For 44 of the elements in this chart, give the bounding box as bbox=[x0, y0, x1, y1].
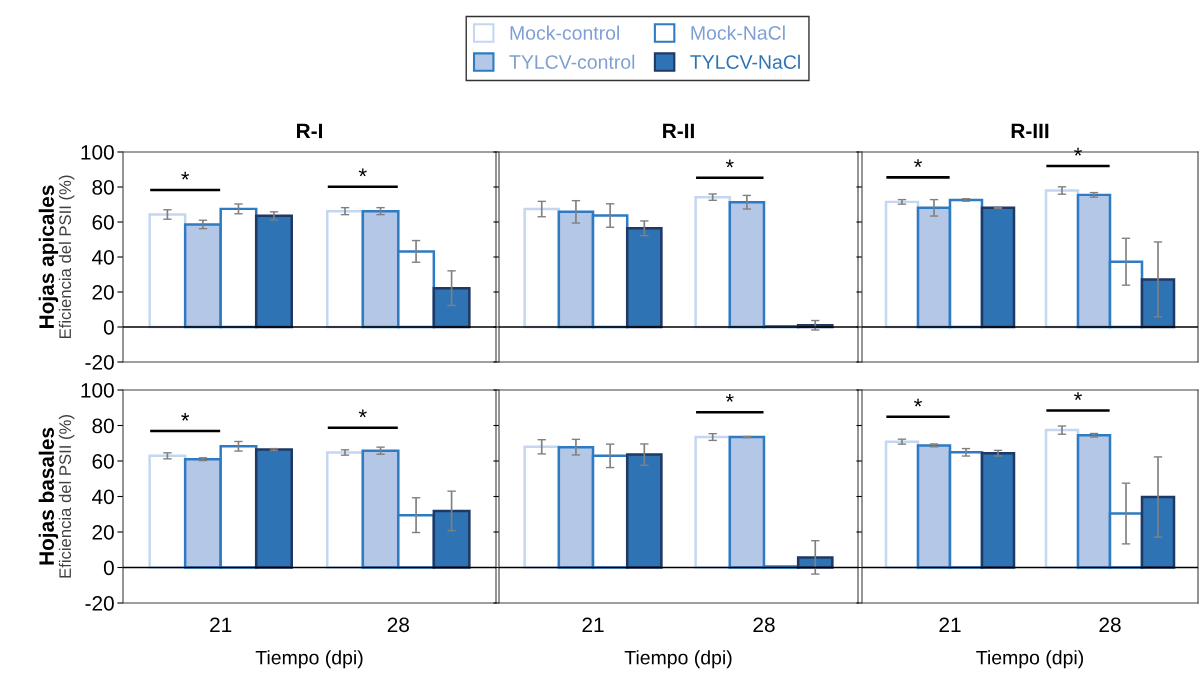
x-axis-title: Tiempo (dpi) bbox=[976, 650, 1083, 669]
y-tick-label: 0 bbox=[103, 560, 114, 576]
y-tick-label: 0 bbox=[103, 320, 114, 335]
y-tick-label: 100 bbox=[81, 145, 114, 160]
text: Hojas basales bbox=[38, 427, 59, 565]
legend-label: Mock-NaCl bbox=[691, 25, 785, 40]
y-tick-label: -20 bbox=[85, 596, 114, 611]
chart-title: R-I bbox=[297, 123, 322, 139]
annotation: * bbox=[725, 394, 734, 402]
legend-label: TYLCV-NaCl bbox=[690, 54, 800, 69]
y-tick-label: 20 bbox=[92, 285, 114, 300]
x-tick-label: 28 bbox=[387, 617, 409, 633]
annotation: * bbox=[358, 409, 367, 418]
y-tick-label: 100 bbox=[81, 383, 114, 398]
annotation: * bbox=[181, 171, 190, 180]
x-tick-label: 21 bbox=[582, 617, 604, 632]
annotation: * bbox=[914, 398, 922, 407]
x-tick-label: 21 bbox=[939, 617, 961, 632]
x-tick-label: 21 bbox=[210, 617, 232, 632]
text: Hojas apicales bbox=[38, 185, 59, 328]
y-tick-label: -20 bbox=[85, 355, 114, 370]
chart-title: R-III bbox=[1011, 123, 1049, 139]
y-tick-label: 20 bbox=[92, 525, 114, 540]
x-tick-label: 28 bbox=[1099, 617, 1121, 633]
y-axis-title: Eficiencia del PSII (%) bbox=[58, 175, 75, 339]
y-axis-title: Eficiencia del PSII (%) bbox=[58, 415, 75, 578]
annotation: * bbox=[914, 159, 922, 168]
annotation: * bbox=[725, 159, 734, 168]
annotation: * bbox=[1074, 392, 1082, 401]
y-tick-label: 60 bbox=[92, 454, 114, 469]
annotation: * bbox=[1074, 147, 1082, 156]
x-axis-title: Tiempo (dpi) bbox=[255, 650, 363, 669]
y-tick-label: 40 bbox=[91, 489, 114, 505]
chart-title: R-II bbox=[663, 123, 694, 139]
legend-label: Mock-control bbox=[510, 25, 619, 40]
x-tick-label: 28 bbox=[753, 617, 775, 633]
y-tick-label: 80 bbox=[92, 180, 114, 195]
y-tick-label: 40 bbox=[91, 250, 114, 265]
annotation: * bbox=[181, 412, 190, 421]
y-tick-label: 80 bbox=[92, 418, 114, 434]
x-axis-title: Tiempo (dpi) bbox=[624, 650, 732, 669]
annotation: * bbox=[358, 168, 367, 177]
legend-label: TYLCV-control bbox=[509, 54, 635, 69]
y-tick-label: 60 bbox=[92, 215, 114, 230]
